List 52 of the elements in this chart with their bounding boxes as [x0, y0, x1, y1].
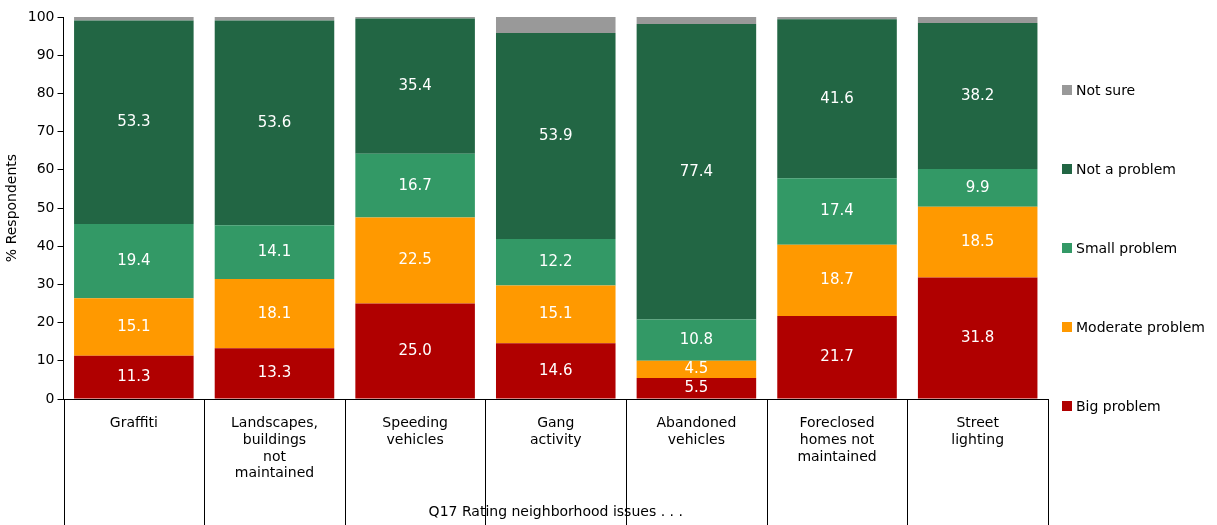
data-label: 18.7	[820, 270, 854, 289]
y-tick-label: 30	[36, 275, 55, 292]
y-tick-label: 60	[36, 160, 55, 177]
x-tick-label: Abandoned vehicles	[656, 414, 737, 447]
x-tick-label: Speeding vehicles	[382, 414, 448, 447]
data-label: 35.4	[398, 76, 432, 95]
data-label: 18.1	[257, 303, 292, 322]
data-label: 10.8	[679, 330, 714, 349]
data-label: 53.9	[539, 125, 573, 144]
data-label: 38.2	[960, 85, 995, 104]
data-label: 14.1	[257, 242, 292, 261]
data-label: 16.7	[398, 175, 432, 194]
data-label: 31.8	[960, 327, 995, 346]
data-label: 5.5	[684, 378, 709, 397]
legend-label: Not sure	[1076, 81, 1136, 98]
data-label: 13.3	[257, 363, 292, 382]
data-label: 12.2	[539, 252, 573, 271]
data-label: 15.1	[539, 304, 573, 323]
y-tick-label: 70	[36, 122, 55, 139]
data-label: 77.4	[679, 161, 714, 180]
x-tick-label: Gang activity	[529, 414, 582, 447]
data-label: 14.6	[539, 360, 573, 379]
y-tick-label: 0	[45, 389, 55, 406]
data-label: 17.4	[820, 201, 854, 220]
y-tick-label: 20	[36, 313, 55, 330]
y-axis-title: % Respondents	[3, 153, 20, 263]
legend-label: Moderate problem	[1076, 318, 1205, 335]
x-tick-label: Graffiti	[109, 414, 158, 431]
data-label: 18.5	[960, 232, 995, 251]
data-label: 9.9	[965, 177, 990, 196]
x-tick-label: Landscapes, buildings not maintained	[231, 414, 318, 481]
y-tick-label: 50	[36, 198, 55, 215]
data-label: 19.4	[117, 250, 151, 269]
x-tick-label: Street lighting	[951, 414, 1005, 447]
data-label: 15.1	[117, 316, 151, 335]
x-tick-label: Foreclosed homes not maintained	[797, 414, 877, 464]
y-tick-label: 10	[36, 351, 55, 368]
data-label: 22.5	[398, 250, 432, 269]
data-label: 25.0	[398, 340, 432, 359]
y-tick-label: 100	[27, 7, 55, 24]
data-label: 41.6	[820, 88, 854, 107]
y-tick-label: 40	[36, 236, 55, 253]
legend-label: Small problem	[1076, 239, 1178, 256]
data-label: 53.6	[257, 112, 292, 131]
data-label: 4.5	[684, 359, 709, 378]
y-tick-label: 90	[36, 45, 55, 62]
legend-label: Big problem	[1076, 397, 1161, 414]
data-label: 11.3	[117, 367, 151, 386]
data-label: 53.3	[117, 112, 151, 131]
data-label: 21.7	[820, 347, 854, 366]
legend-label: Not a problem	[1076, 160, 1176, 177]
y-tick-label: 80	[36, 84, 55, 101]
